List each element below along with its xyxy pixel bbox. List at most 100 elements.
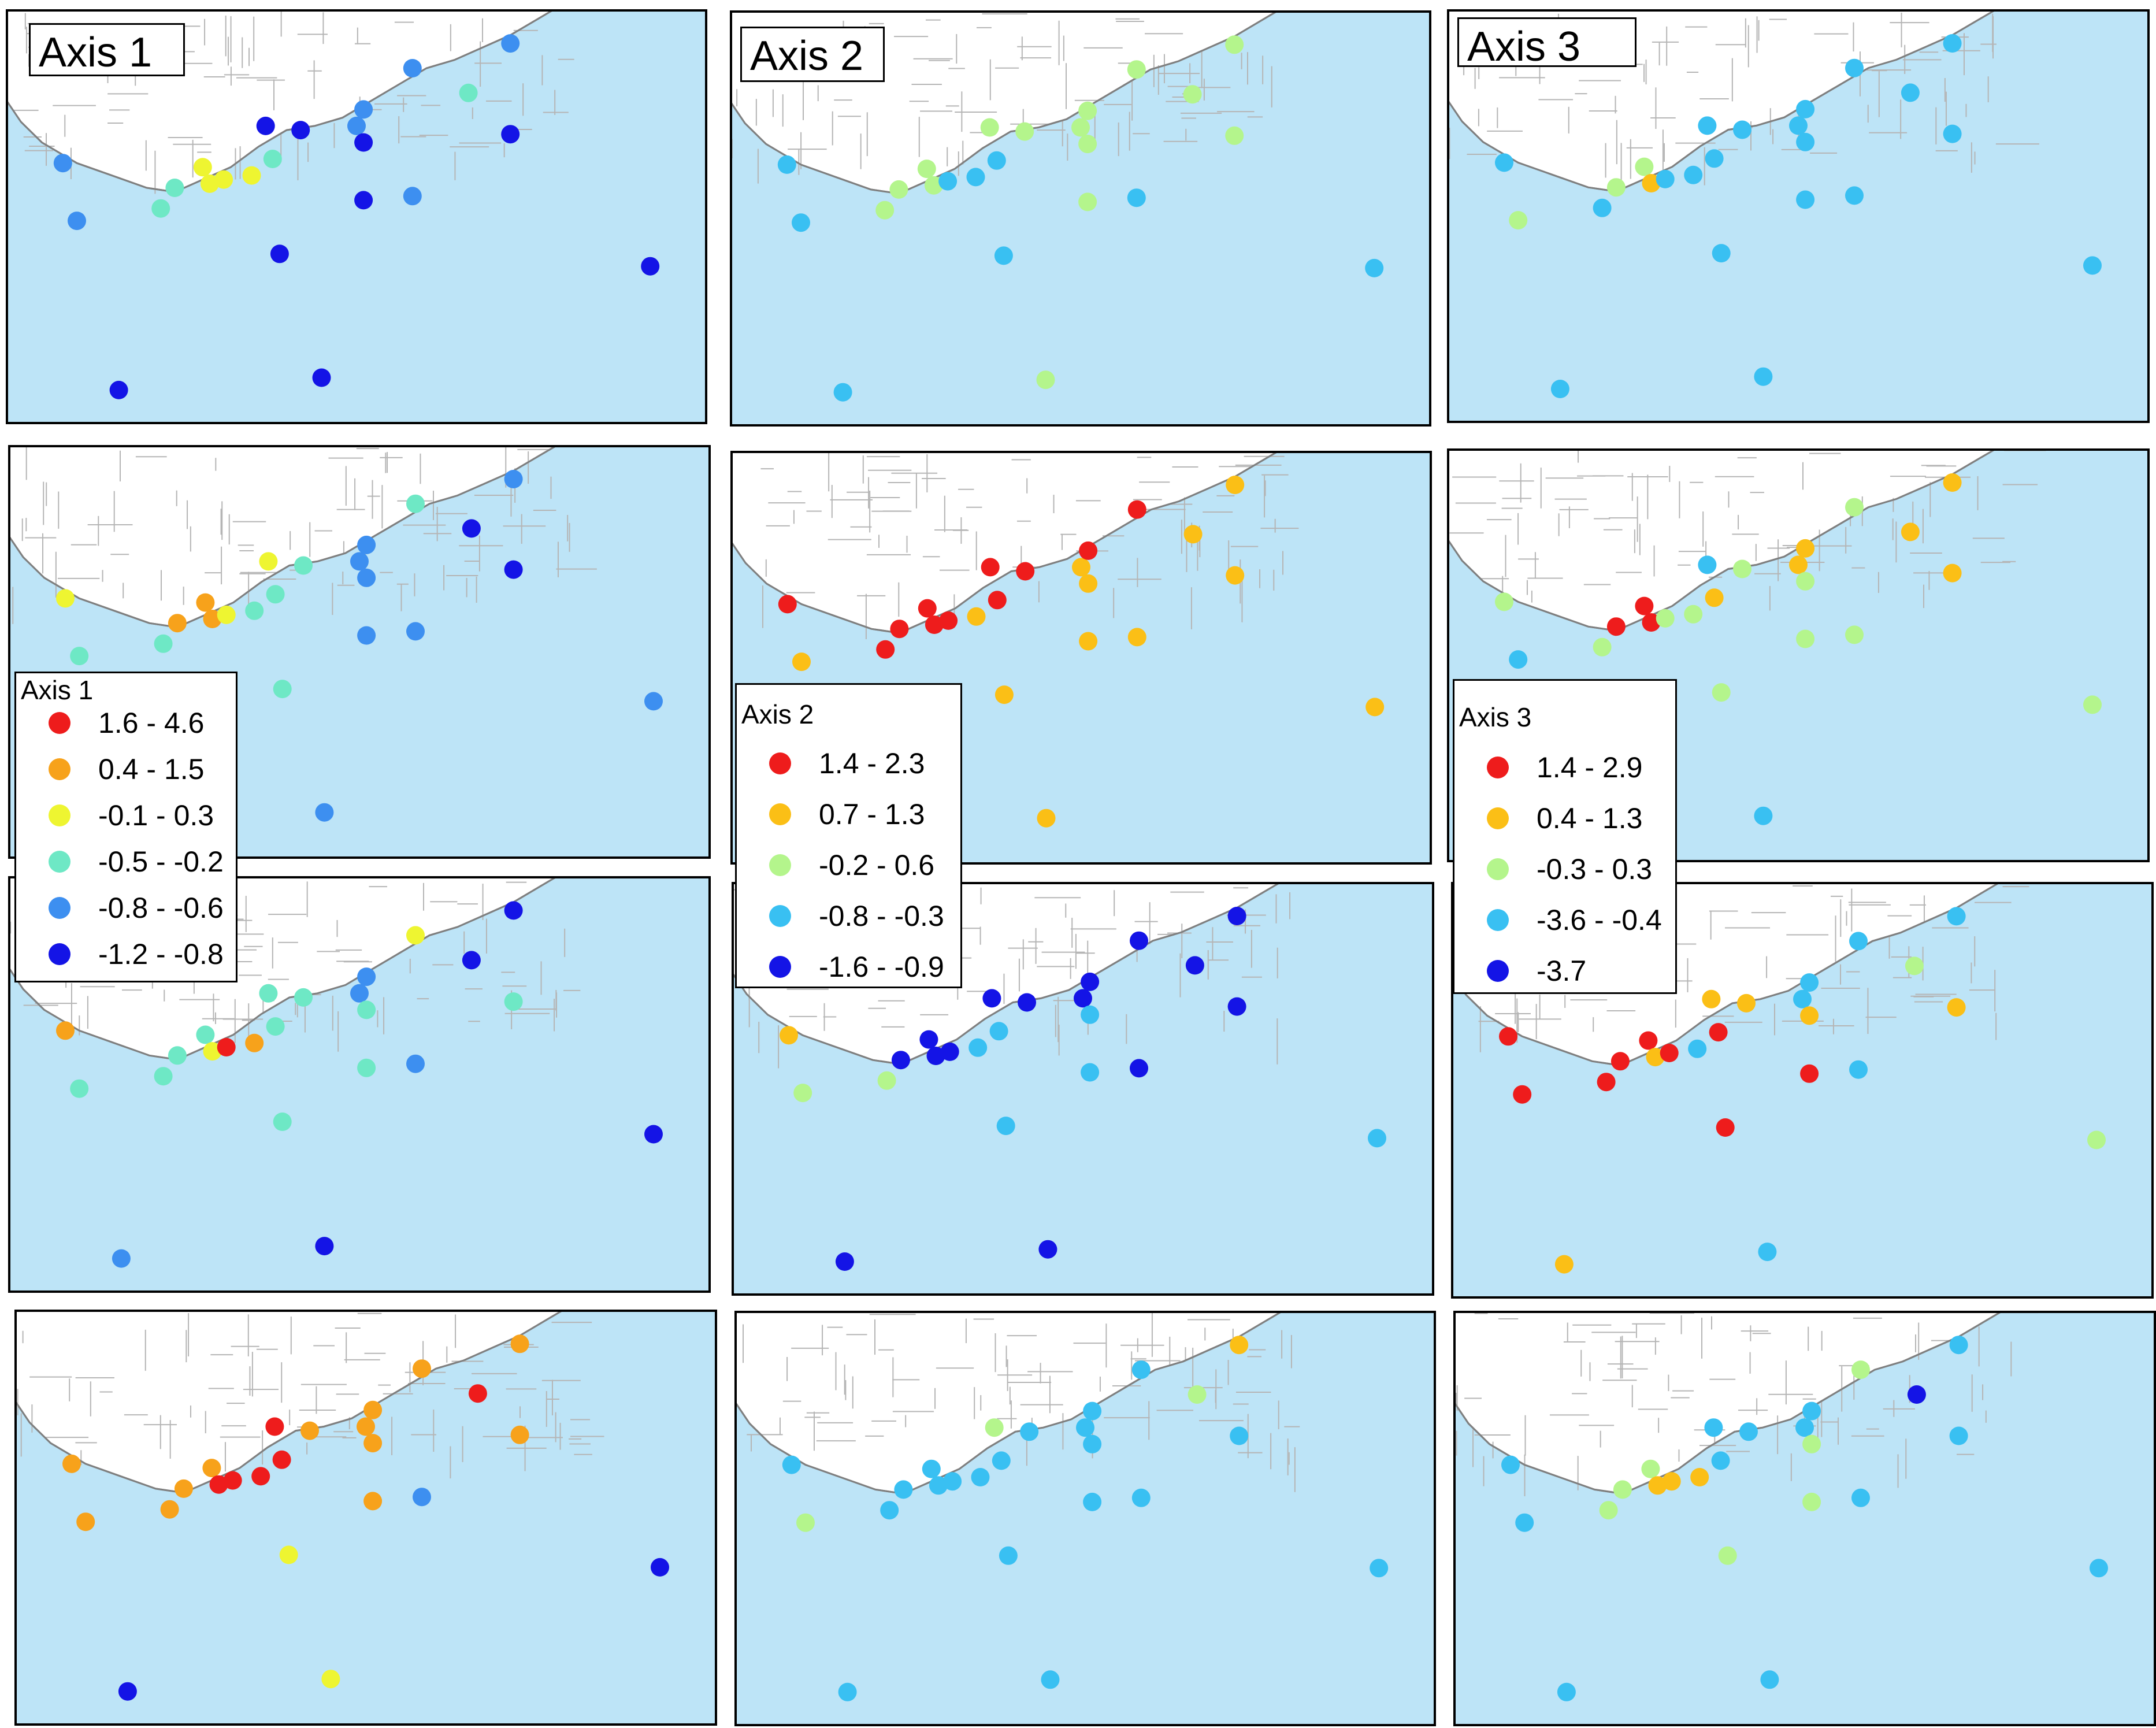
station-point [994,685,1014,704]
station-point [967,607,986,626]
station-point [118,1682,137,1701]
station-point [1127,500,1146,519]
station-point [1754,367,1773,386]
station-point [877,1071,896,1090]
station-point [1793,989,1812,1008]
legend-axis3-label-4: -3.6 - -0.4 [1537,904,1662,936]
map-panel-r4-c3 [1453,1311,2156,1726]
station-point [350,984,369,1003]
station-point [321,1670,340,1689]
axis3-title: Axis 3 [1457,17,1637,68]
station-point [1702,989,1721,1008]
coastline [730,10,1277,195]
coastline [732,882,1280,1065]
station-point [259,984,278,1003]
station-point [793,1084,812,1103]
station-point [406,926,425,945]
legend-axis2-swatch-1 [769,752,791,774]
station-point [56,589,75,608]
station-point [1947,998,1966,1017]
station-point [838,1682,857,1701]
legend-axis1-label-3: -0.1 - 0.3 [98,799,214,832]
station-point [876,640,895,659]
station-point [1796,572,1815,591]
station-point [796,1513,815,1532]
station-point [462,519,481,538]
station-point [1083,1492,1102,1511]
legend-axis2-swatch-5 [769,956,791,978]
station-point [1188,1385,1207,1404]
station-point [53,154,72,173]
station-point [56,1021,75,1040]
station-point [778,595,797,614]
station-point [1610,1052,1630,1071]
station-point [1947,907,1966,926]
station-point [1078,135,1097,154]
station-point [792,652,811,672]
legend-axis3-label-1: 1.4 - 2.9 [1537,751,1643,784]
station-point [1802,1434,1821,1453]
station-point [266,585,285,604]
map-panel-r4-c2 [734,1311,1436,1726]
legend-axis1-swatch-5 [49,897,70,919]
station-point [1943,473,1962,492]
station-point [919,1030,938,1049]
station-point [1758,1243,1777,1262]
station-point [1041,1670,1060,1689]
station-point [1705,588,1724,607]
station-point [263,150,282,168]
station-point [1642,174,1661,192]
station-point [1593,198,1612,217]
station-point [1845,498,1864,517]
station-point [925,615,944,634]
legend-axis1-label-1: 1.6 - 4.6 [98,707,205,739]
station-point [1648,1476,1667,1495]
station-point [1557,1682,1576,1701]
legend-axis2-swatch-2 [769,803,791,825]
station-point [924,176,943,195]
station-point [1599,1501,1618,1520]
station-point [1901,522,1920,542]
station-point [214,170,233,189]
legend-axis3-title: Axis 3 [1459,702,1532,732]
station-point [217,605,236,624]
legend-axis1-swatch-4 [49,851,70,873]
station-point [943,1472,962,1491]
station-point [1365,698,1385,717]
station-point [357,568,376,587]
station-point [1130,931,1148,950]
station-point [468,1384,487,1403]
station-point [279,1545,298,1564]
station-point [109,380,128,399]
station-point [459,83,478,102]
station-point [160,1500,179,1519]
legend-axis2-swatch-3 [769,854,791,876]
station-point [1796,132,1815,151]
station-point [193,158,212,177]
coastline [6,9,553,193]
station-point [357,626,376,645]
legend-axis1-label-5: -0.8 - -0.6 [98,892,224,924]
panel-frame [6,9,707,424]
station-point [1226,476,1245,494]
station-point [939,611,958,630]
station-point [1698,555,1717,574]
station-point [357,535,376,554]
coastline [734,1311,1282,1495]
station-point [270,244,289,264]
station-point [273,680,292,699]
station-point [1760,1670,1779,1689]
station-point [1733,120,1751,139]
station-point [1709,1023,1728,1042]
station-point [200,174,219,193]
station-point [1711,1451,1730,1470]
station-point [651,1558,669,1577]
legend-axis1-label-6: -1.2 - -0.8 [98,938,224,970]
station-point [76,1512,95,1532]
station-point [1642,613,1661,632]
coastline [1447,9,1995,192]
station-point [1800,973,1819,992]
station-point [894,1480,913,1499]
station-point [1851,1360,1870,1380]
station-point [406,622,425,641]
